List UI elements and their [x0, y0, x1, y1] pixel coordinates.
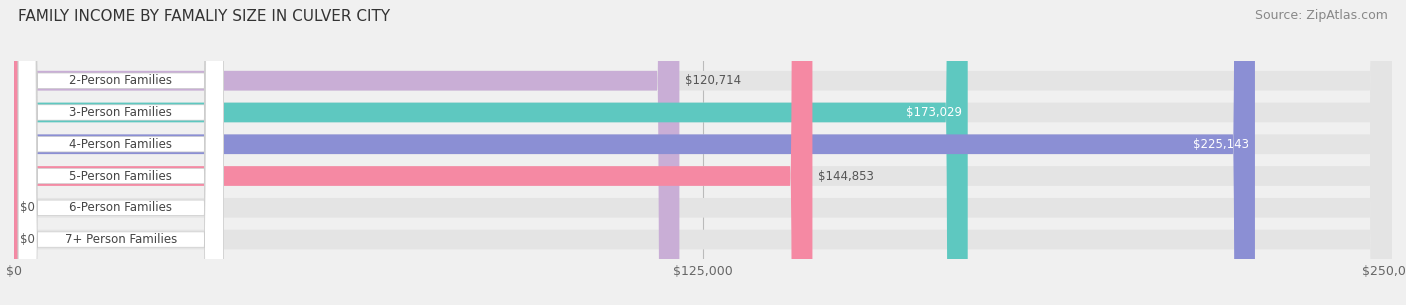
FancyBboxPatch shape [18, 0, 224, 305]
Text: $173,029: $173,029 [907, 106, 962, 119]
Text: 4-Person Families: 4-Person Families [69, 138, 173, 151]
FancyBboxPatch shape [14, 0, 1256, 305]
FancyBboxPatch shape [14, 0, 1392, 305]
FancyBboxPatch shape [18, 0, 224, 305]
Text: 6-Person Families: 6-Person Families [69, 201, 173, 214]
Text: $0: $0 [20, 201, 34, 214]
FancyBboxPatch shape [14, 0, 1392, 305]
FancyBboxPatch shape [14, 0, 967, 305]
Text: 7+ Person Families: 7+ Person Families [65, 233, 177, 246]
FancyBboxPatch shape [18, 0, 224, 305]
FancyBboxPatch shape [14, 0, 1392, 305]
Text: 2-Person Families: 2-Person Families [69, 74, 173, 87]
Text: $225,143: $225,143 [1194, 138, 1250, 151]
FancyBboxPatch shape [18, 0, 224, 305]
Text: 5-Person Families: 5-Person Families [69, 170, 173, 182]
FancyBboxPatch shape [18, 0, 224, 305]
Text: $0: $0 [20, 233, 34, 246]
FancyBboxPatch shape [14, 0, 679, 305]
FancyBboxPatch shape [14, 0, 1392, 305]
Text: Source: ZipAtlas.com: Source: ZipAtlas.com [1254, 9, 1388, 22]
Text: $120,714: $120,714 [685, 74, 741, 87]
FancyBboxPatch shape [14, 0, 813, 305]
FancyBboxPatch shape [18, 0, 224, 305]
Text: $144,853: $144,853 [818, 170, 873, 182]
FancyBboxPatch shape [14, 0, 1392, 305]
FancyBboxPatch shape [14, 0, 1392, 305]
Text: FAMILY INCOME BY FAMALIY SIZE IN CULVER CITY: FAMILY INCOME BY FAMALIY SIZE IN CULVER … [18, 9, 391, 24]
Text: 3-Person Families: 3-Person Families [69, 106, 173, 119]
